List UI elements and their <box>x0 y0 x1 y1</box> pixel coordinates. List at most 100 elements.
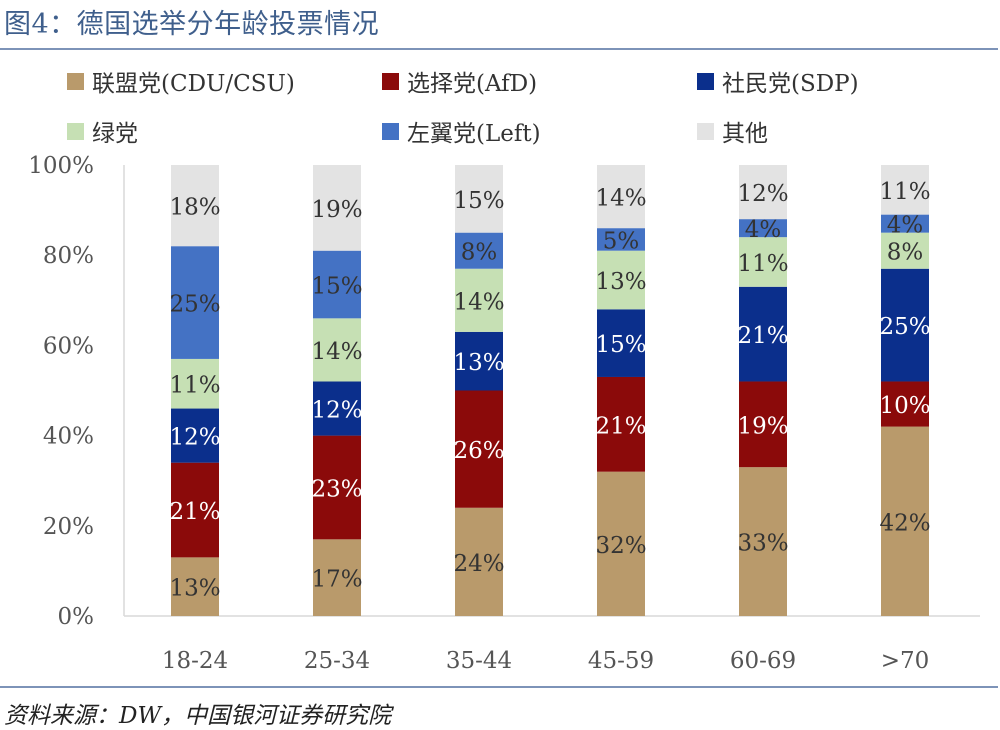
data-label: 8% <box>887 240 924 266</box>
bar-segment <box>171 408 219 463</box>
bar-segment <box>455 165 503 233</box>
legend-item-afd: 选择党(AfD) <box>382 64 537 98</box>
bar-segment <box>881 381 929 427</box>
data-label: 14% <box>453 289 504 315</box>
bar-segment <box>739 237 787 287</box>
bar-segment <box>739 165 787 220</box>
y-tick-label: 40% <box>43 424 94 450</box>
bar-segment <box>881 232 929 269</box>
data-label: 15% <box>453 188 504 214</box>
data-label: 13% <box>169 576 220 602</box>
data-label: 10% <box>879 393 930 419</box>
y-tick-label: 80% <box>43 243 94 269</box>
bar-segment <box>597 228 645 251</box>
bar-segment <box>455 331 503 391</box>
legend-item-left: 左翼党(Left) <box>382 114 541 148</box>
data-label: 42% <box>879 510 930 536</box>
y-tick-label: 60% <box>43 333 94 359</box>
legend-label-green: 绿党 <box>92 121 138 147</box>
data-label: 21% <box>737 323 788 349</box>
data-label: 8% <box>461 240 498 266</box>
bar-segment <box>171 246 219 359</box>
y-tick-label: 100% <box>28 153 94 179</box>
bar-segment <box>597 309 645 377</box>
data-label: 18% <box>169 195 220 221</box>
legend-swatch-left <box>382 122 399 140</box>
legend-item-cdu: 联盟党(CDU/CSU) <box>67 64 295 98</box>
bar-segment <box>171 462 219 558</box>
legend-swatch-spd <box>697 72 714 90</box>
data-label: 32% <box>595 533 646 559</box>
bar-segment <box>881 214 929 233</box>
data-label: 5% <box>603 228 640 254</box>
bar-segment <box>313 539 361 616</box>
data-label: 19% <box>737 413 788 439</box>
y-tick-label: 0% <box>58 604 95 630</box>
x-tick-label: 60-69 <box>730 648 796 674</box>
data-label: 14% <box>595 186 646 212</box>
data-label: 15% <box>311 274 362 300</box>
legend-item-spd: 社民党(SDP) <box>697 64 859 98</box>
legend-swatch-cdu <box>67 72 84 90</box>
bar-segment <box>455 232 503 269</box>
data-label: 21% <box>169 499 220 525</box>
footer-rule <box>0 686 998 688</box>
bar-segment <box>881 165 929 215</box>
title-rule <box>0 48 998 50</box>
legend-swatch-afd <box>382 72 399 90</box>
data-label: 4% <box>745 217 782 243</box>
bar-segment <box>313 435 361 540</box>
data-label: 33% <box>737 531 788 557</box>
legend-label-other: 其他 <box>722 121 768 147</box>
bar-segment <box>455 268 503 332</box>
data-label: 11% <box>879 179 930 205</box>
legend-swatch-other <box>697 122 714 140</box>
bar-segment <box>455 390 503 508</box>
legend-item-other: 其他 <box>697 114 768 148</box>
bar-segment <box>881 268 929 382</box>
data-label: 13% <box>453 350 504 376</box>
bar-segment <box>313 250 361 319</box>
y-tick-label: 20% <box>43 514 94 540</box>
bar-segment <box>739 467 787 616</box>
chart-legend: 联盟党(CDU/CSU) 选择党(AfD) 社民党(SDP) 绿党 左翼党(Le… <box>0 0 1000 150</box>
data-label: 25% <box>169 292 220 318</box>
data-label: 12% <box>737 181 788 207</box>
legend-label-spd: 社民党(SDP) <box>722 71 859 97</box>
bar-segment <box>455 507 503 616</box>
data-label: 24% <box>453 551 504 577</box>
bar-segment <box>739 381 787 468</box>
bar-segment <box>597 250 645 310</box>
bar-segment <box>881 426 929 616</box>
bar-segment <box>597 471 645 616</box>
data-label: 11% <box>737 251 788 277</box>
chart-title: 图4：德国选举分年龄投票情况 <box>4 9 380 40</box>
bar-segment <box>597 165 645 229</box>
stacked-bar-chart: 0% 20% 40% 60% 80% 100% 13% 21% 12% 11% 25% 18% 18-2… <box>28 153 980 674</box>
data-label: 21% <box>595 413 646 439</box>
bar-segment <box>739 286 787 382</box>
data-label: 23% <box>311 476 362 502</box>
data-label: 15% <box>595 332 646 358</box>
data-label: 17% <box>311 567 362 593</box>
data-label: 19% <box>311 197 362 223</box>
bar-segment <box>171 358 219 409</box>
bar-segment <box>313 318 361 382</box>
data-label: 11% <box>169 373 220 399</box>
legend-swatch-green <box>67 122 84 140</box>
legend-label-left: 左翼党(Left) <box>407 121 541 147</box>
data-label: 14% <box>311 339 362 365</box>
data-label: 26% <box>453 438 504 464</box>
legend-label-afd: 选择党(AfD) <box>407 71 538 97</box>
bar-segment <box>313 165 361 251</box>
data-label: 12% <box>311 398 362 424</box>
data-label: 4% <box>887 213 924 239</box>
bar-segment <box>597 376 645 472</box>
bar-segment <box>171 165 219 247</box>
data-label: 25% <box>879 314 930 340</box>
x-tick-label: 25-34 <box>304 648 370 674</box>
bar-segment <box>739 219 787 238</box>
x-tick-label: >70 <box>881 648 930 674</box>
legend-label-cdu: 联盟党(CDU/CSU) <box>92 71 295 97</box>
x-tick-label: 45-59 <box>588 648 654 674</box>
